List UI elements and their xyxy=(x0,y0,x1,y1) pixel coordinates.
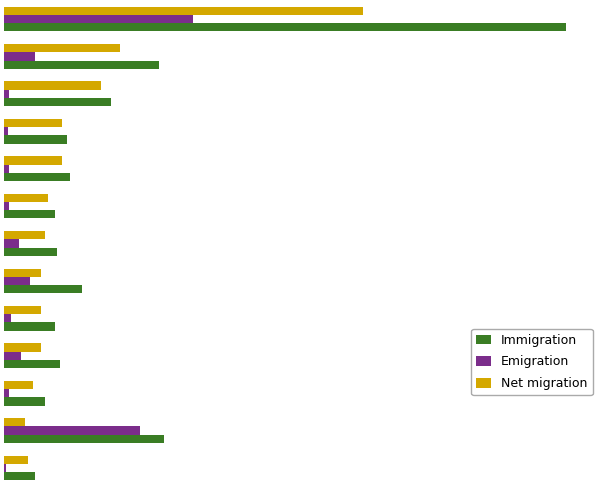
Bar xyxy=(4,306,41,314)
Bar xyxy=(4,240,19,247)
Bar xyxy=(4,277,30,285)
Bar xyxy=(4,52,35,60)
Bar xyxy=(4,165,9,173)
Bar xyxy=(4,381,33,389)
Bar xyxy=(4,268,41,277)
Bar xyxy=(4,194,48,202)
Bar xyxy=(4,464,6,472)
Bar xyxy=(4,7,362,15)
Bar xyxy=(4,44,121,52)
Bar xyxy=(4,397,45,406)
Bar xyxy=(4,343,41,352)
Bar xyxy=(4,285,82,293)
Bar xyxy=(4,98,111,106)
Bar xyxy=(4,23,566,31)
Bar xyxy=(4,119,62,127)
Bar xyxy=(4,202,9,210)
Bar xyxy=(4,352,21,360)
Bar xyxy=(4,435,164,443)
Bar xyxy=(4,127,8,135)
Bar xyxy=(4,81,101,90)
Bar xyxy=(4,231,45,240)
Bar xyxy=(4,418,26,427)
Bar xyxy=(4,90,9,98)
Bar xyxy=(4,314,11,322)
Bar xyxy=(4,60,159,69)
Bar xyxy=(4,210,55,219)
Bar xyxy=(4,322,55,331)
Bar xyxy=(4,173,70,181)
Legend: Immigration, Emigration, Net migration: Immigration, Emigration, Net migration xyxy=(471,329,593,395)
Bar xyxy=(4,15,193,23)
Bar xyxy=(4,472,35,480)
Bar xyxy=(4,247,57,256)
Bar xyxy=(4,389,9,397)
Bar xyxy=(4,456,29,464)
Bar xyxy=(4,360,60,368)
Bar xyxy=(4,135,67,144)
Bar xyxy=(4,156,62,165)
Bar xyxy=(4,427,140,435)
